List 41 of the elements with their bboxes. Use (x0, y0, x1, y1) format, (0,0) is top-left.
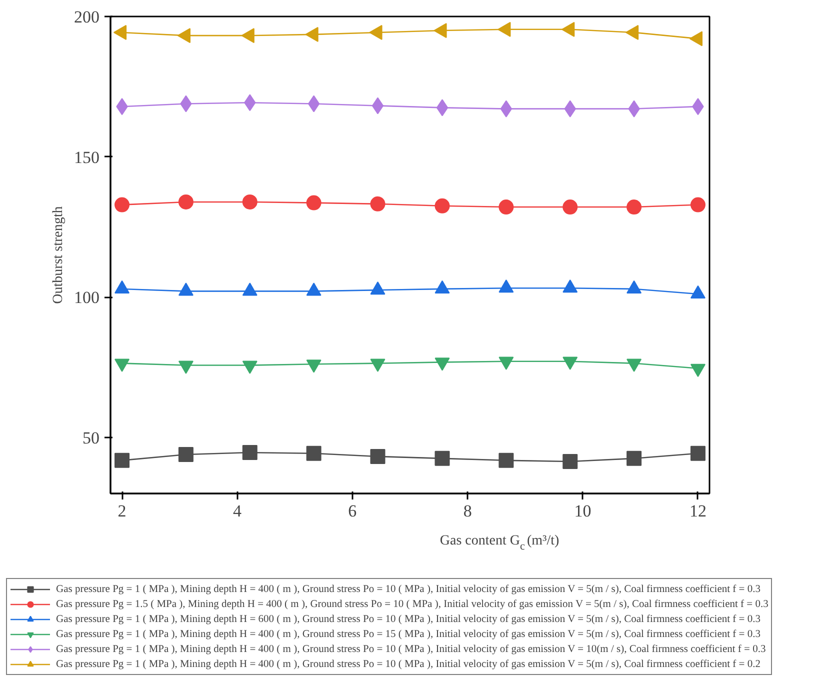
point (626, 200, 642, 215)
point (436, 99, 448, 116)
y-axis-title: Outburst strength (51, 206, 66, 304)
legend-label: Gas pressure Pg = 1 ( MPa ), Mining depth H = 400 ( m ), Ground stress Po = 10 ( MPa ), Initial velocity of gas emission V = 10(m / s), Coal firmness coefficient f = 0.3 (56, 643, 766, 655)
point (372, 97, 384, 114)
point (178, 194, 194, 210)
point (308, 95, 320, 112)
x-tick-label: 2 (118, 502, 126, 520)
point (434, 450, 450, 466)
point (370, 448, 386, 464)
x-tick-label: 4 (232, 502, 242, 520)
point (242, 445, 258, 460)
point (306, 195, 322, 210)
point (626, 450, 642, 466)
x-tick-label: 8 (463, 502, 472, 520)
point (114, 197, 130, 212)
point (370, 196, 386, 212)
x-tick-label: 10 (574, 502, 592, 520)
point (306, 446, 322, 461)
point (434, 198, 450, 214)
y-tick-label: 100 (74, 288, 100, 308)
point (242, 194, 258, 210)
point (690, 197, 706, 212)
point (500, 100, 512, 118)
legend-label: Gas pressure Pg = 1 ( MPa ), Mining depth H = 400 ( m ), Ground stress Po = 10 ( MPa ), Initial velocity of gas emission V = 5(m / s), Coal firmness coefficient f = 0.3 (56, 583, 760, 595)
point (562, 454, 578, 470)
x-tick-label: 12 (689, 502, 706, 520)
legend-label: Gas pressure Pg = 1.5 ( MPa ), Mining depth H = 400 ( m ), Ground stress Po = 10 ( MPa ), Initial velocity of gas emission V = 5(m / s), Coal firmness coefficient f = 0.3 (56, 598, 768, 610)
point (498, 200, 514, 215)
legend-label: Gas pressure Pg = 1 ( MPa ), Mining depth H = 400 ( m ), Ground stress Po = 15 ( MPa ), Initial velocity of gas emission V = 5(m / s), Coal firmness coefficient f = 0.3 (56, 628, 760, 640)
y-tick-label: 200 (74, 8, 100, 26)
y-tick-label: 50 (82, 428, 100, 448)
legend-label: Gas pressure Pg = 1 ( MPa ), Mining depth H = 600 ( m ), Ground stress Po = 10 ( MPa ), Initial velocity of gas emission V = 5(m / s), Coal firmness coefficient f = 0.3 (56, 613, 760, 625)
point (178, 447, 194, 462)
point (114, 452, 130, 468)
x-tick-label: 6 (348, 502, 357, 520)
legend-label: Gas pressure Pg = 1 ( MPa ), Mining depth H = 400 ( m ), Ground stress Po = 10 ( MPa ), Initial velocity of gas emission V = 5(m / s), Coal firmness coefficient f = 0.2 (56, 658, 760, 670)
point (498, 452, 514, 468)
point (562, 200, 578, 215)
point (690, 446, 706, 461)
y-tick-label: 150 (74, 148, 100, 167)
